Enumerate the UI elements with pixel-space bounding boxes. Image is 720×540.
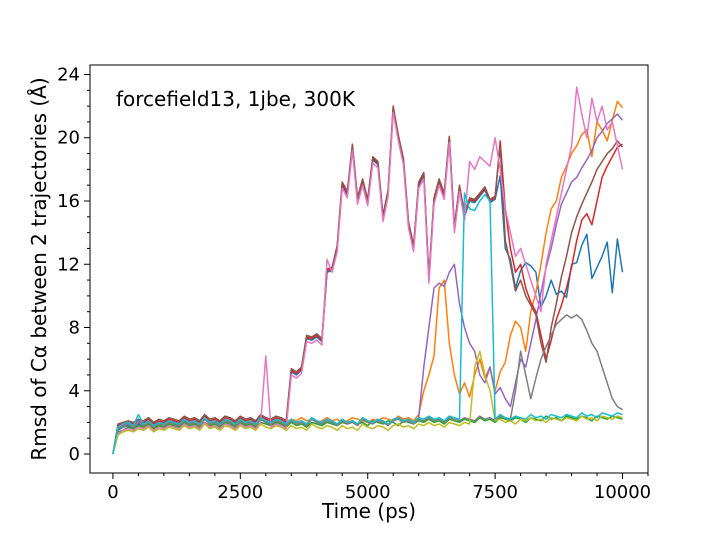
series-line-8: [112, 314, 623, 455]
y-tick-label: 24: [57, 64, 80, 85]
y-axis: 0 4 8 12 16 20 24: [57, 64, 90, 465]
chart-annotation: forcefield13, 1jbe, 300K: [116, 87, 356, 111]
x-tick-label: 10000: [594, 482, 651, 503]
y-axis-label: Rmsd of Cα between 2 trajectories (Å): [27, 77, 51, 460]
x-tick-label: 7500: [472, 482, 518, 503]
y-tick-label: 4: [69, 381, 80, 402]
series-lines: [112, 86, 624, 455]
series-line-2: [112, 100, 624, 455]
x-tick-label: 0: [107, 482, 118, 503]
x-axis-label: Time (ps): [321, 499, 416, 523]
x-tick-label: 2500: [217, 482, 263, 503]
plot-frame: [89, 64, 649, 474]
x-tick-label: 5000: [345, 482, 391, 503]
y-tick-label: 20: [57, 128, 80, 149]
y-tick-label: 8: [69, 318, 80, 339]
series-line-4: [112, 105, 623, 455]
y-tick-label: 16: [57, 191, 80, 212]
y-tick-label: 0: [69, 444, 80, 465]
series-line-6: [112, 106, 624, 455]
series-line-9: [112, 350, 623, 455]
series-line-10: [112, 192, 623, 455]
series-line-1: [112, 108, 624, 455]
y-tick-label: 12: [57, 254, 80, 275]
series-line-7: [112, 86, 624, 455]
x-axis: 0 2500 5000 7500 10000: [107, 473, 651, 503]
series-line-5: [112, 113, 624, 455]
